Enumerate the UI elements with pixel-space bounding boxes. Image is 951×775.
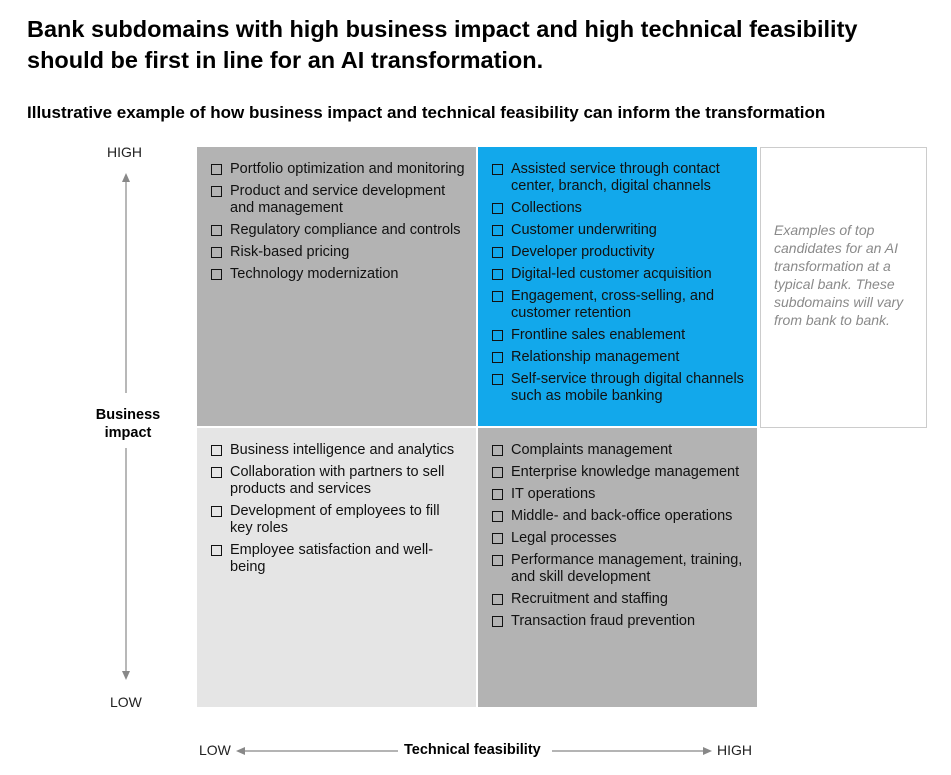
list-item: Enterprise knowledge management xyxy=(492,464,747,481)
item-label: Technology modernization xyxy=(230,266,399,282)
quadrant-low-impact-high-feasibility: Complaints management Enterprise knowled… xyxy=(478,428,757,707)
item-label: Business intelligence and analytics xyxy=(230,442,455,458)
item-label: Middle- and back-office operations xyxy=(511,508,733,524)
y-axis-low-label: LOW xyxy=(110,694,142,710)
list-item: Performance management, training, and sk… xyxy=(492,552,747,586)
list-item: Digital-led customer acquisition xyxy=(492,266,747,283)
checkbox-icon xyxy=(492,445,503,456)
checkbox-icon xyxy=(211,186,222,197)
x-axis-left-arrowhead xyxy=(236,747,245,755)
checkbox-icon xyxy=(211,225,222,236)
item-label: Development of employees to fill key rol… xyxy=(230,503,440,536)
y-axis-up-arrowhead xyxy=(122,173,130,182)
x-axis-right-arrowhead xyxy=(703,747,712,755)
checkbox-icon xyxy=(492,352,503,363)
checkbox-icon xyxy=(211,545,222,556)
y-axis-high-label: HIGH xyxy=(107,144,142,160)
checkbox-icon xyxy=(211,247,222,258)
quadrant-low-impact-low-feasibility: Business intelligence and analytics Coll… xyxy=(197,428,476,707)
y-axis-title: Business impact xyxy=(95,407,161,441)
list-item: Developer productivity xyxy=(492,244,747,261)
list-item: Portfolio optimization and monitoring xyxy=(211,161,466,178)
item-label: Developer productivity xyxy=(511,244,655,260)
list-item: Engagement, cross-selling, and customer … xyxy=(492,288,747,322)
checkbox-icon xyxy=(492,203,503,214)
item-label: Collaboration with partners to sell prod… xyxy=(230,464,445,497)
checkbox-icon xyxy=(211,506,222,517)
item-label: Engagement, cross-selling, and customer … xyxy=(511,288,715,321)
item-label: Legal processes xyxy=(511,530,617,546)
checkbox-icon xyxy=(492,594,503,605)
item-label: Performance management, training, and sk… xyxy=(511,552,743,585)
checkbox-icon xyxy=(492,616,503,627)
list-item: Legal processes xyxy=(492,530,747,547)
checkbox-icon xyxy=(211,445,222,456)
x-axis-title: Technical feasibility xyxy=(404,742,541,758)
item-label: Enterprise knowledge management xyxy=(511,464,740,480)
x-axis-low-label: LOW xyxy=(199,742,231,758)
quadrant-high-impact-high-feasibility: Assisted service through contact center,… xyxy=(478,147,757,426)
list-item: Regulatory compliance and controls xyxy=(211,222,466,239)
x-axis-high-label: HIGH xyxy=(717,742,752,758)
item-label: Portfolio optimization and monitoring xyxy=(230,161,465,177)
item-label: Assisted service through contact center,… xyxy=(511,161,720,194)
item-label: Digital-led customer acquisition xyxy=(511,266,712,282)
checkbox-icon xyxy=(492,511,503,522)
checkbox-icon xyxy=(492,555,503,566)
list-item: Employee satisfaction and well-being xyxy=(211,542,466,576)
item-label: Transaction fraud prevention xyxy=(511,613,696,629)
y-axis-down-arrowhead xyxy=(122,671,130,680)
checkbox-icon xyxy=(492,225,503,236)
item-label: Risk-based pricing xyxy=(230,244,350,260)
list-item: Transaction fraud prevention xyxy=(492,613,747,630)
list-item: Collaboration with partners to sell prod… xyxy=(211,464,466,498)
callout-note: Examples of top candidates for an AI tra… xyxy=(760,147,927,428)
list-item: Recruitment and staffing xyxy=(492,591,747,608)
item-label: Frontline sales enablement xyxy=(511,327,686,343)
item-label: Product and service development and mana… xyxy=(230,183,446,216)
checkbox-icon xyxy=(492,467,503,478)
item-label: Customer underwriting xyxy=(511,222,657,238)
checkbox-icon xyxy=(211,467,222,478)
chart-title: Bank subdomains with high business impac… xyxy=(27,16,858,73)
checkbox-icon xyxy=(492,330,503,341)
item-label: Employee satisfaction and well-being xyxy=(230,542,434,575)
list-item: Middle- and back-office operations xyxy=(492,508,747,525)
list-item: Business intelligence and analytics xyxy=(211,442,466,459)
list-item: Development of employees to fill key rol… xyxy=(211,503,466,537)
checkbox-icon xyxy=(492,533,503,544)
checkbox-icon xyxy=(492,247,503,258)
checkbox-icon xyxy=(211,164,222,175)
checkbox-icon xyxy=(211,269,222,280)
item-label: IT operations xyxy=(511,486,596,502)
list-item: Customer underwriting xyxy=(492,222,747,239)
list-item: Technology modernization xyxy=(211,266,466,283)
list-item: Complaints management xyxy=(492,442,747,459)
item-label: Self-service through digital channels su… xyxy=(511,371,744,404)
list-item: IT operations xyxy=(492,486,747,503)
item-label: Complaints management xyxy=(511,442,673,458)
list-item: Risk-based pricing xyxy=(211,244,466,261)
list-item: Self-service through digital channels su… xyxy=(492,371,747,405)
list-item: Assisted service through contact center,… xyxy=(492,161,747,195)
quadrant-high-impact-low-feasibility: Portfolio optimization and monitoring Pr… xyxy=(197,147,476,426)
checkbox-icon xyxy=(492,291,503,302)
list-item: Collections xyxy=(492,200,747,217)
chart-subtitle: Illustrative example of how business imp… xyxy=(27,103,826,122)
list-item: Relationship management xyxy=(492,349,747,366)
checkbox-icon xyxy=(492,374,503,385)
item-label: Collections xyxy=(511,200,582,216)
list-item: Product and service development and mana… xyxy=(211,183,466,217)
checkbox-icon xyxy=(492,269,503,280)
checkbox-icon xyxy=(492,164,503,175)
checkbox-icon xyxy=(492,489,503,500)
item-label: Regulatory compliance and controls xyxy=(230,222,461,238)
item-label: Recruitment and staffing xyxy=(511,591,668,607)
list-item: Frontline sales enablement xyxy=(492,327,747,344)
item-label: Relationship management xyxy=(511,349,680,365)
